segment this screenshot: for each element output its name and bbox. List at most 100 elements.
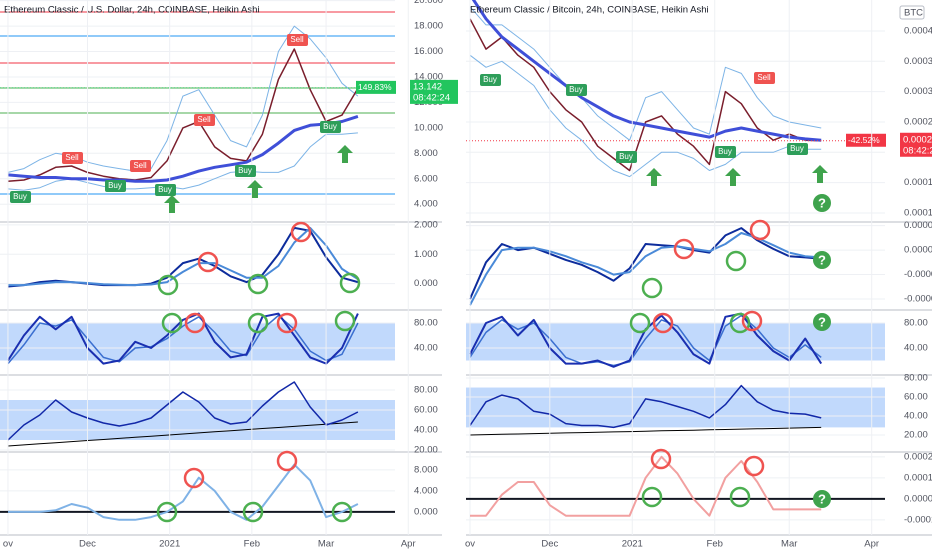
y-tick-label: 0.000400 [904,25,932,36]
change-label: 149.83% [358,82,392,92]
series-line [469,384,822,429]
up-arrow [812,165,828,183]
y-tick-label: 40.00 [414,425,438,436]
band [0,400,395,440]
up-arrow [164,195,180,213]
y-tick-label: 8.000 [414,148,438,159]
chart-title: Ethereum Classic / U.S. Dollar, 24h, COI… [4,5,260,16]
buy-label-box [566,84,587,96]
highlight-circle [161,312,183,334]
question-mark: ? [818,195,826,210]
highlight-circle [242,501,264,523]
highlight-circle [339,272,361,294]
series-line [7,421,358,447]
buy-label: Buy [790,144,804,153]
highlight-circle [725,250,747,272]
series-line [7,114,359,183]
highlight-circle [673,238,695,260]
highlight-circle [641,277,663,299]
highlight-circle [290,221,312,243]
buy-label-box [10,191,31,203]
x-tick-label: ov [465,539,475,550]
question-mark: ? [818,491,826,506]
highlight-circle [156,501,178,523]
band [466,387,885,428]
highlight-circle [157,274,179,296]
sell-label: Sell [133,161,147,170]
series-line [470,455,822,517]
highlight-circle [184,312,206,334]
y-tick-label: 4.000 [414,485,438,496]
decoration [0,11,395,195]
y-tick-label: 80.00 [414,385,438,396]
time-label: 08:42:24 [903,145,932,156]
price-label: 0.000219 [903,134,932,145]
buy-label-box [616,151,637,163]
series-line [7,312,359,365]
question-badge [813,194,831,212]
price-tag [900,132,932,157]
x-tick-label: 2021 [622,539,643,550]
buy-label: Buy [238,166,252,175]
y-tick-label: 60.00 [904,392,928,403]
change-tag [846,133,886,147]
highlight-circle [741,310,763,332]
series-line [469,54,822,178]
buy-label: Buy [108,181,122,190]
buy-label-box [787,143,808,155]
price-tag [410,79,458,104]
highlight-circle [641,486,663,508]
up-arrow [725,168,741,186]
y-tick-label: 14.000 [414,71,443,82]
y-tick-label: 20.00 [414,445,438,456]
y-tick-label: -0.000040 [904,294,932,305]
up-arrow [247,180,263,198]
x-tick-label: Feb [707,539,723,550]
highlight-circle [729,312,751,334]
y-tick-label: 0.000020 [904,220,932,231]
time-label: 08:42:24 [413,92,450,103]
highlight-circle [334,310,356,332]
highlight-circle [729,486,751,508]
series-line [469,6,822,141]
sell-label: Sell [290,35,304,44]
highlight-circle [276,450,298,472]
y-tick-label: 16.000 [414,46,443,57]
question-badge [813,490,831,508]
buy-label: Buy [718,147,732,156]
question-badge [813,313,831,331]
y-tick-label: 0.000250 [904,116,932,127]
unit-label: BTC [904,8,923,19]
question-badge [813,251,831,269]
sell-label-box [754,72,775,84]
series-line [7,25,359,173]
highlight-circle [629,312,651,334]
y-tick-label: 0.000 [414,278,438,289]
question-mark: ? [818,252,826,267]
series-line [7,226,359,288]
y-tick-label: 80.00 [904,373,928,384]
question-mark: ? [818,314,826,329]
y-tick-label: 4.000 [414,199,438,210]
buy-label: Buy [619,152,633,161]
y-tick-label: 60.00 [414,405,438,416]
x-tick-label: Dec [79,539,96,550]
series-line [469,227,822,300]
sell-label: Sell [757,73,771,82]
highlight-circle [652,312,674,334]
sell-label-box [194,114,215,126]
y-tick-label: 80.00 [414,318,438,329]
y-tick-label: 20.000 [414,0,443,6]
series-line [8,226,359,287]
y-tick-label: 40.00 [904,343,928,354]
change-tag [356,80,396,94]
highlight-circle [331,501,353,523]
series-line [469,232,822,306]
highlight-circle [276,312,298,334]
buy-label: Buy [483,75,497,84]
buy-label: Buy [13,192,27,201]
highlight-circle [650,448,672,470]
y-tick-label: 0.000000 [904,493,932,504]
buy-label-box [235,165,256,177]
x-tick-label: Feb [244,539,260,550]
